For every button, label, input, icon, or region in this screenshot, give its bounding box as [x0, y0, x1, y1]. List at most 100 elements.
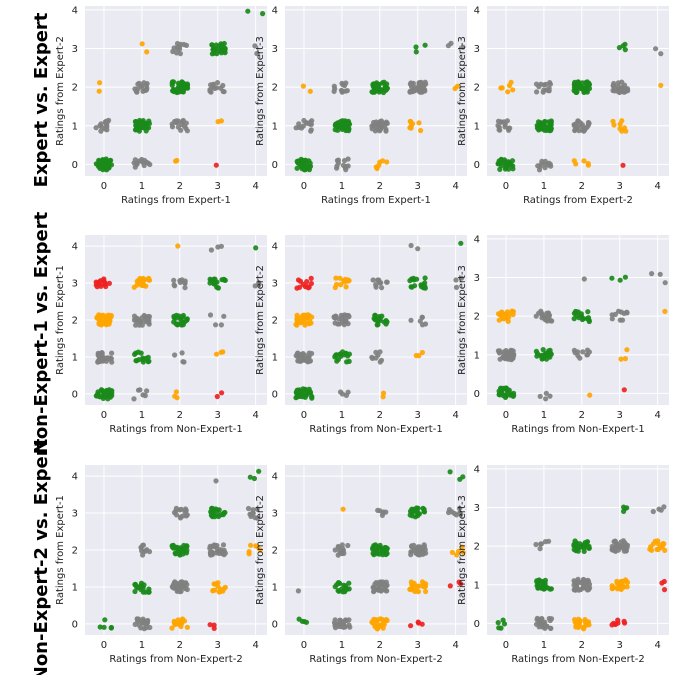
data-point: [135, 349, 141, 355]
y-tick-label: 3: [272, 44, 278, 55]
x-tick-label: 0: [503, 640, 509, 651]
data-point: [617, 126, 623, 132]
scatter-panel-9: 0 1 2 3 4 0 1 2 3 4 Ratings from Non-Expert-2 Ratin…: [457, 464, 669, 665]
x-tick-label: 0: [101, 181, 107, 192]
data-point: [648, 544, 654, 550]
data-point: [621, 387, 627, 393]
data-point: [221, 89, 227, 95]
data-point: [621, 310, 627, 316]
x-axis-label: Ratings from Non-Expert-2: [511, 654, 644, 665]
data-point: [294, 315, 300, 321]
data-point: [245, 505, 252, 512]
data-point: [346, 617, 352, 623]
data-point: [447, 583, 453, 589]
data-point: [173, 505, 179, 511]
y-tick-label: 1: [272, 582, 278, 593]
data-point: [422, 42, 428, 48]
data-point: [338, 282, 344, 288]
data-point: [213, 351, 220, 357]
data-point: [208, 89, 214, 95]
data-point: [501, 349, 507, 355]
data-point: [178, 83, 184, 89]
data-point: [580, 625, 586, 631]
data-point: [571, 316, 577, 322]
y-tick-label: 3: [72, 44, 78, 55]
data-point: [173, 119, 179, 125]
data-point: [621, 508, 627, 514]
data-point: [131, 396, 137, 402]
x-tick-label: 4: [252, 640, 258, 651]
data-point: [345, 156, 351, 162]
y-axis-label: Ratings from Expert-1: [55, 495, 66, 605]
y-tick-label: 2: [272, 83, 278, 94]
data-point: [662, 547, 668, 554]
data-point: [300, 312, 306, 318]
data-point: [375, 277, 381, 283]
data-point: [219, 42, 226, 48]
data-point: [145, 277, 152, 283]
y-axis-label: Ratings from Expert-3: [255, 36, 266, 146]
data-point: [175, 321, 181, 327]
data-point: [308, 275, 314, 281]
data-point: [536, 310, 542, 316]
data-point: [584, 539, 591, 545]
data-point: [139, 83, 145, 89]
data-point: [340, 162, 346, 168]
y-tick-label: 0: [474, 619, 480, 630]
scatter-panel-5: 0 1 2 3 4 0 1 2 3 4 Ratings from Non-Expert-1 Ratin…: [255, 235, 467, 435]
data-point: [585, 309, 591, 315]
y-tick-label: 4: [272, 5, 278, 16]
data-point: [380, 394, 386, 400]
data-point: [215, 244, 221, 250]
data-point: [447, 469, 453, 475]
data-point: [297, 284, 303, 290]
data-point: [184, 317, 190, 323]
data-point: [541, 586, 547, 592]
data-point: [369, 354, 375, 360]
data-point: [536, 582, 543, 588]
data-point: [458, 240, 464, 246]
data-point: [376, 314, 382, 320]
data-point: [303, 619, 310, 625]
data-point: [458, 581, 464, 587]
y-tick-label: 0: [474, 160, 480, 171]
data-point: [508, 347, 514, 353]
data-point: [414, 276, 420, 282]
data-point: [369, 619, 375, 625]
x-tick-label: 3: [215, 181, 221, 192]
data-point: [610, 83, 617, 89]
data-point: [132, 588, 138, 595]
data-point: [344, 88, 350, 94]
data-point: [372, 586, 378, 592]
data-point: [179, 277, 185, 283]
data-point: [293, 395, 299, 401]
data-point: [341, 621, 347, 628]
data-point: [222, 550, 228, 556]
x-tick-label: 2: [377, 640, 383, 651]
y-axis-label: Ratings from Expert-3: [457, 36, 468, 146]
data-point: [96, 321, 102, 327]
data-point: [456, 505, 463, 511]
data-point: [299, 618, 305, 624]
data-point: [610, 118, 616, 124]
data-point: [344, 312, 350, 319]
x-tick-label: 0: [503, 181, 509, 192]
y-tick-label: 4: [272, 472, 278, 483]
data-point: [576, 619, 583, 625]
data-point: [184, 543, 190, 550]
y-tick-label: 0: [72, 160, 78, 171]
data-point: [93, 161, 99, 167]
x-tick-label: 1: [339, 410, 345, 421]
data-point: [218, 322, 224, 328]
data-point: [621, 89, 627, 95]
data-point: [622, 541, 629, 547]
data-point: [650, 508, 656, 515]
data-point: [302, 320, 308, 326]
data-point: [460, 44, 466, 50]
data-point: [422, 275, 428, 281]
data-point: [246, 551, 252, 557]
data-point: [99, 124, 105, 130]
data-point: [422, 547, 428, 553]
x-tick-label: 1: [339, 640, 345, 651]
data-point: [305, 354, 311, 360]
